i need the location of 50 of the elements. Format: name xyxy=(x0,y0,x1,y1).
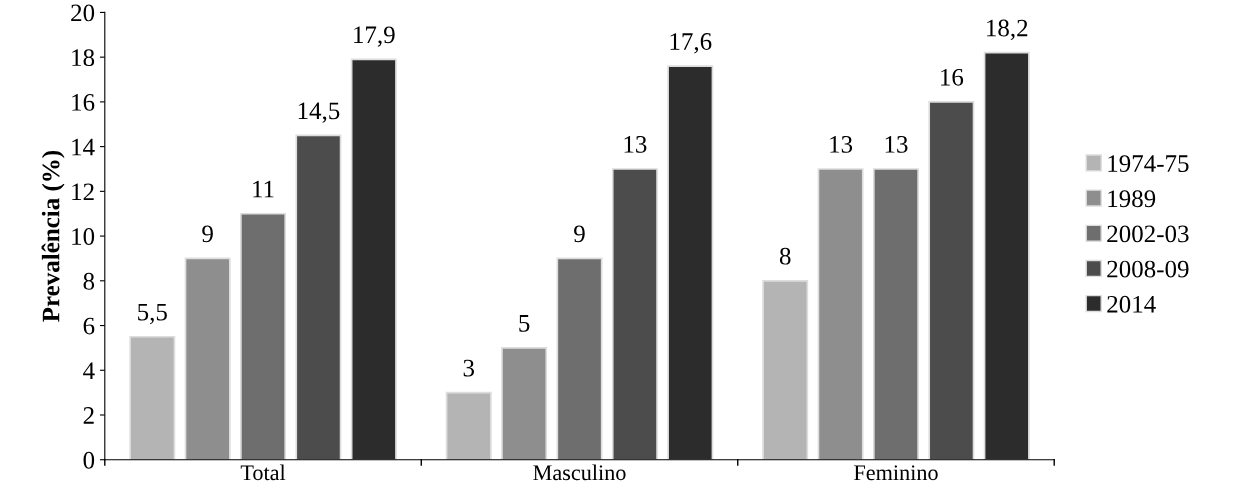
data-label: 13 xyxy=(885,135,908,153)
legend-label: 1989 xyxy=(1108,190,1156,208)
y-tick-label: 8 xyxy=(83,272,95,290)
data-label: 9 xyxy=(574,225,585,243)
bar xyxy=(501,347,548,460)
bar xyxy=(295,134,342,460)
bar xyxy=(667,65,714,460)
data-label: 14,5 xyxy=(298,102,340,123)
data-label: 9 xyxy=(202,225,213,243)
data-label: 18,2 xyxy=(987,19,1028,41)
data-label: 17,9 xyxy=(354,26,395,47)
data-label: 8 xyxy=(779,247,791,265)
bar xyxy=(983,51,1030,460)
y-tick-label: 4 xyxy=(83,362,95,379)
x-tick-label: Masculino xyxy=(533,464,626,481)
data-label: 5 xyxy=(519,315,530,332)
y-tick-label: 16 xyxy=(72,94,95,111)
x-tick-label: Total xyxy=(240,464,286,481)
y-tick-label: 0 xyxy=(83,451,95,469)
data-label: 13 xyxy=(624,135,647,153)
y-tick-label: 6 xyxy=(83,317,95,335)
bar xyxy=(762,279,809,460)
data-label: 5,5 xyxy=(138,303,167,325)
bar xyxy=(240,212,287,460)
legend-label: 2008-09 xyxy=(1107,260,1189,278)
bar xyxy=(872,168,919,460)
legend-label: 2014 xyxy=(1107,295,1156,313)
data-label: 3 xyxy=(463,359,475,377)
bar xyxy=(129,335,176,460)
y-tick-label: 18 xyxy=(72,49,95,67)
data-label: 17,6 xyxy=(670,33,712,54)
data-label: 16 xyxy=(941,68,964,86)
data-label: 13 xyxy=(830,135,853,153)
y-axis-title: Prevalência (%) xyxy=(41,150,65,322)
y-tick-label: 20 xyxy=(71,4,95,22)
bar xyxy=(184,257,231,460)
data-label: 11 xyxy=(253,180,274,198)
y-tick-label: 12 xyxy=(72,183,94,201)
x-tick-label: Feminino xyxy=(854,465,938,481)
legend-label: 1974-75 xyxy=(1108,155,1189,172)
bar xyxy=(817,168,864,460)
y-tick-label: 2 xyxy=(83,407,94,424)
bar xyxy=(928,101,975,460)
legend-label: 2002-03 xyxy=(1107,225,1189,243)
y-tick-label: 10 xyxy=(72,228,95,245)
bar xyxy=(556,257,603,460)
bar xyxy=(445,391,492,460)
y-tick-label: 14 xyxy=(72,138,95,156)
bar xyxy=(350,58,397,460)
bar xyxy=(611,168,658,460)
